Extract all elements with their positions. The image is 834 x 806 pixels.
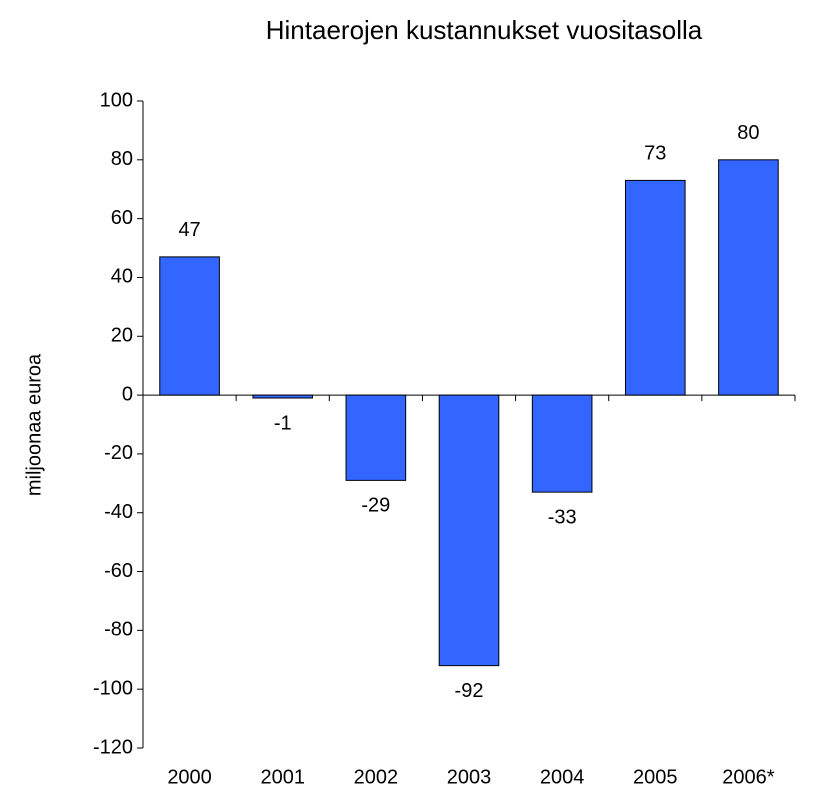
x-tick-label: 2005 [633, 766, 678, 788]
bar [718, 159, 779, 396]
y-axis-label: miljoonaa euroa [23, 353, 45, 496]
data-label: -33 [548, 506, 577, 528]
bar [345, 394, 407, 481]
y-tick-label: 100 [100, 89, 133, 111]
data-label: -92 [455, 680, 484, 702]
y-tick-label: -40 [104, 501, 133, 523]
data-label: 80 [737, 122, 759, 144]
y-tick-label: 0 [122, 383, 133, 405]
y-tick-label: -120 [93, 736, 133, 758]
x-tick-label: 2002 [354, 766, 399, 788]
y-tick-label: -20 [104, 442, 133, 464]
data-label: 73 [644, 143, 666, 165]
data-label: 47 [178, 219, 200, 241]
bar [159, 256, 220, 396]
bar [624, 179, 686, 396]
y-tick-label: 40 [111, 266, 133, 288]
bar [531, 394, 593, 493]
x-tick-label: 2006* [722, 766, 774, 788]
x-tick-label: 2003 [447, 766, 492, 788]
data-label: -1 [274, 412, 292, 434]
x-tick-label: 2001 [260, 766, 305, 788]
y-tick-label: 80 [111, 148, 133, 170]
x-tick-label: 2000 [167, 766, 212, 788]
chart-title: Hintaerojen kustannukset vuositasolla [266, 15, 703, 45]
y-tick-label: 20 [111, 325, 133, 347]
y-tick-label: 60 [111, 207, 133, 229]
y-tick-label: -60 [104, 560, 133, 582]
bar [252, 394, 314, 399]
x-tick-label: 2004 [540, 766, 585, 788]
y-tick-label: -80 [104, 619, 133, 641]
bar [438, 394, 500, 667]
y-tick-label: -100 [93, 677, 133, 699]
data-label: -29 [361, 495, 390, 517]
